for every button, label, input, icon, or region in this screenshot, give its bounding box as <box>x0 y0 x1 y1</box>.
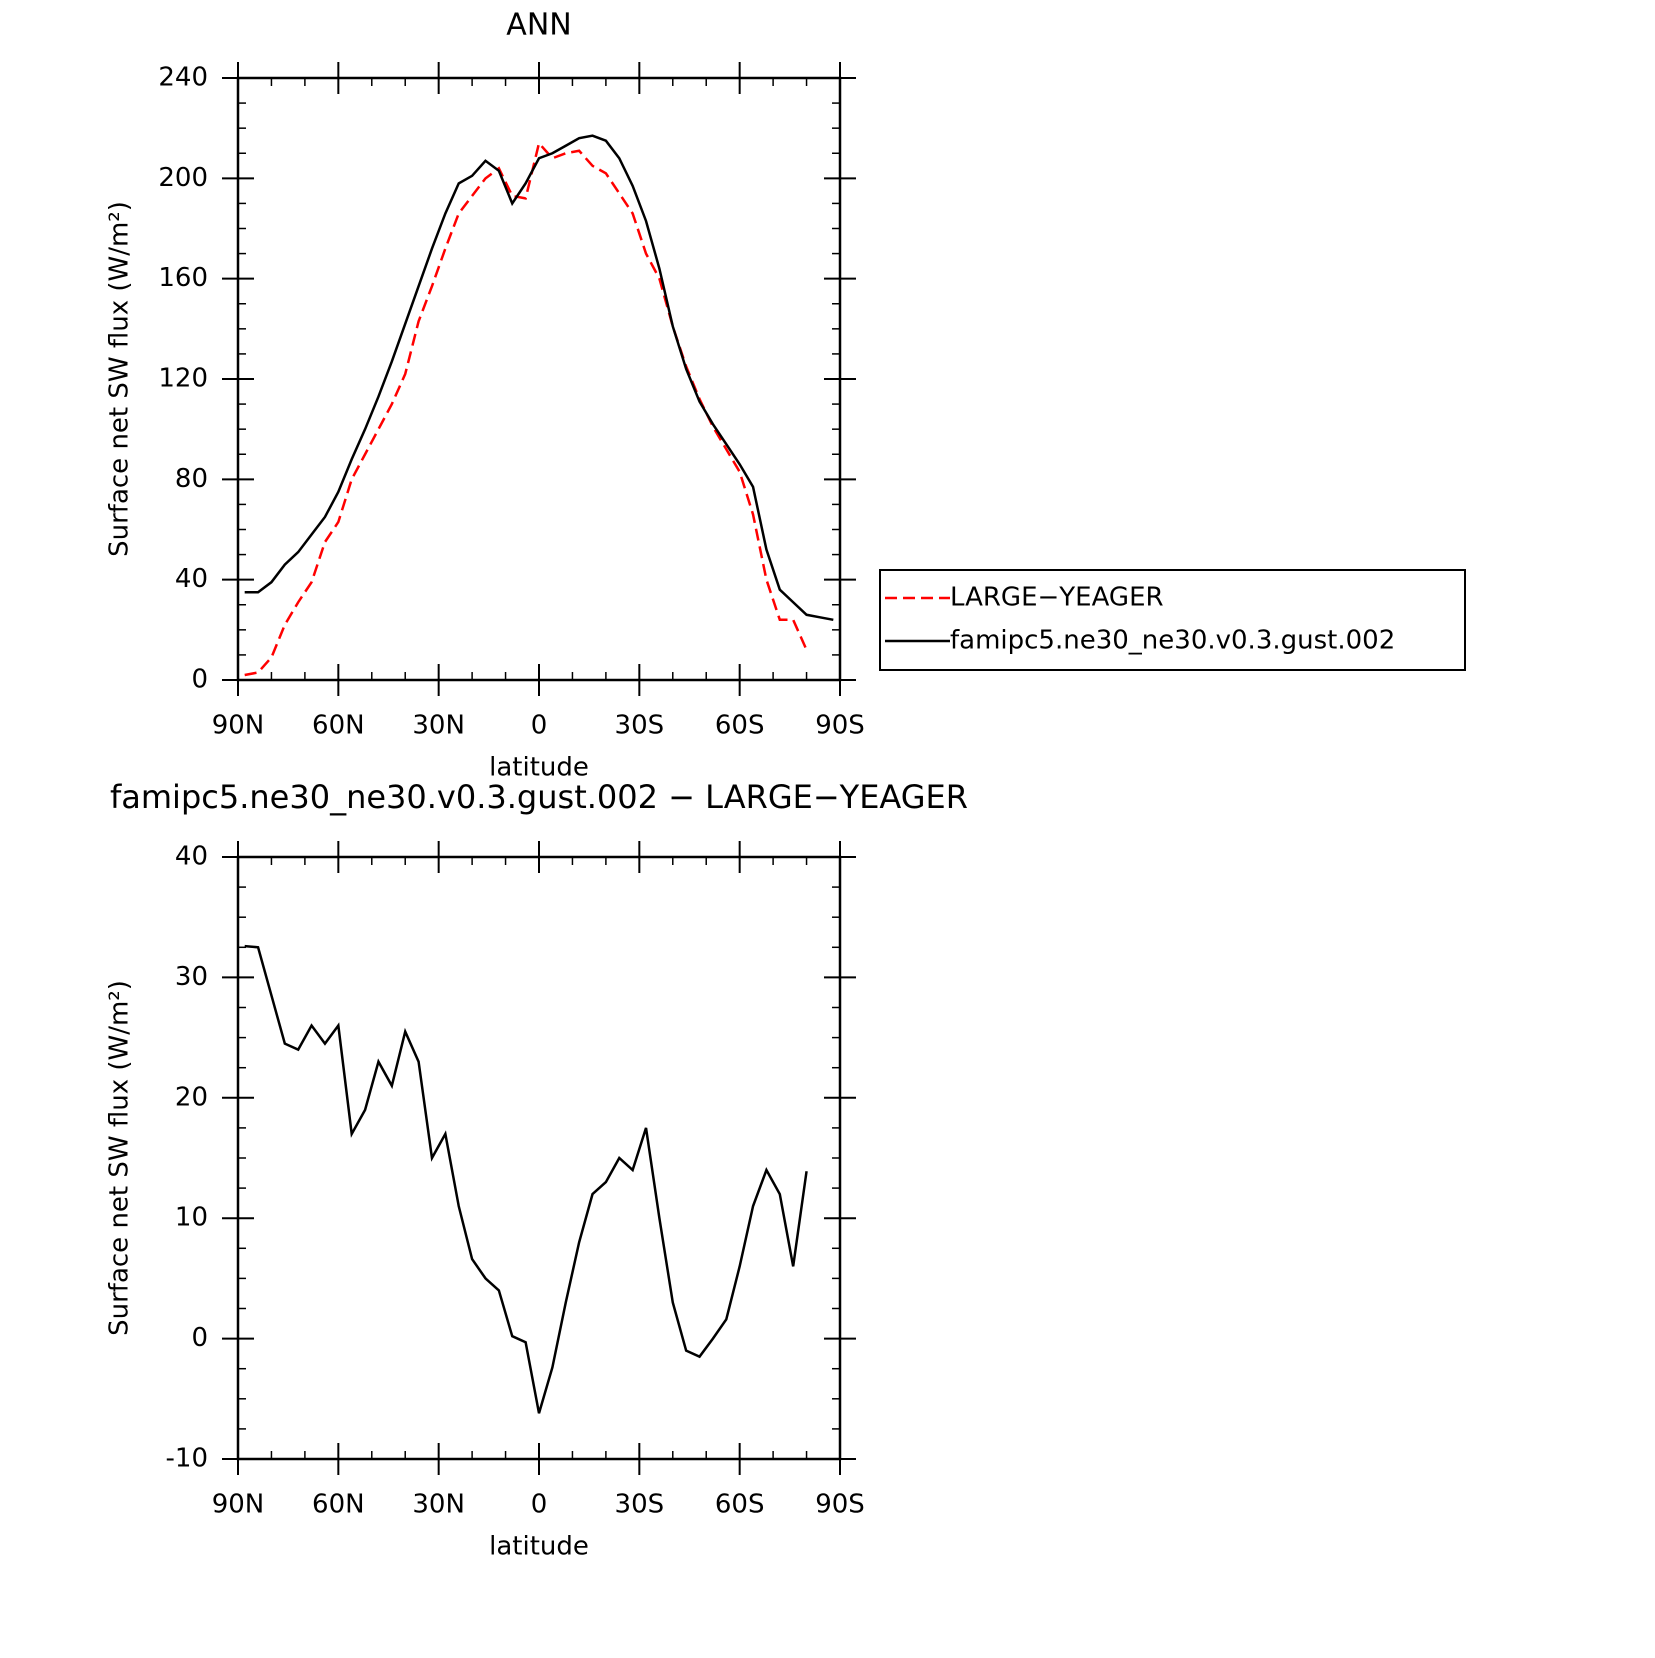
y-tick-label: 240 <box>158 63 208 93</box>
legend-box <box>879 569 1466 671</box>
x-tick-label: 90N <box>212 711 265 741</box>
y-tick-label: -10 <box>166 1444 208 1474</box>
y-tick-label: 200 <box>158 163 208 193</box>
x-tick-label: 60N <box>312 711 365 741</box>
chart-title: ANN <box>506 8 571 43</box>
y-tick-label: 30 <box>175 962 208 992</box>
y-tick-label: 40 <box>175 564 208 594</box>
y-tick-label: 0 <box>191 665 208 695</box>
y-axis-label: Surface net SW flux (W/m²) <box>105 980 135 1336</box>
y-tick-label: 40 <box>175 842 208 872</box>
data-line <box>244 140 808 677</box>
plot-frame <box>236 76 842 682</box>
chart-title: famipc5.ne30_ne30.v0.3.gust.002 − LARGE−… <box>110 778 968 816</box>
plot-frame <box>236 855 842 1461</box>
x-tick-label: 90S <box>815 711 865 741</box>
x-tick-label: 60S <box>715 1490 765 1520</box>
legend-label: LARGE−YEAGER <box>950 583 1164 613</box>
x-tick-label: 60N <box>312 1490 365 1520</box>
y-tick-label: 160 <box>158 263 208 293</box>
x-tick-label: 30S <box>615 711 665 741</box>
x-tick-label: 0 <box>531 1490 548 1520</box>
y-tick-label: 10 <box>175 1203 208 1233</box>
x-tick-label: 30N <box>412 1490 465 1520</box>
y-axis-label: Surface net SW flux (W/m²) <box>105 201 135 557</box>
y-tick-label: 20 <box>175 1082 208 1112</box>
x-axis-label: latitude <box>489 753 589 783</box>
y-tick-label: 120 <box>158 364 208 394</box>
x-tick-label: 30N <box>412 711 465 741</box>
data-line <box>244 134 834 622</box>
x-axis-label: latitude <box>489 1532 589 1562</box>
data-line <box>244 944 808 1414</box>
x-tick-label: 90N <box>212 1490 265 1520</box>
x-tick-label: 60S <box>715 711 765 741</box>
x-tick-label: 90S <box>815 1490 865 1520</box>
y-tick-label: 80 <box>175 464 208 494</box>
x-tick-label: 0 <box>531 711 548 741</box>
y-tick-label: 0 <box>191 1323 208 1353</box>
legend-label: famipc5.ne30_ne30.v0.3.gust.002 <box>950 626 1395 656</box>
x-tick-label: 30S <box>615 1490 665 1520</box>
